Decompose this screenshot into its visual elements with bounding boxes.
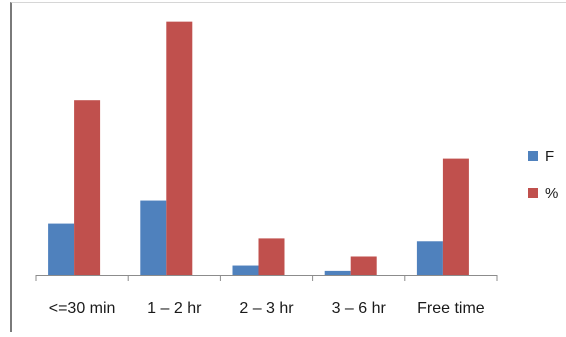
bar-percent-3 [350,256,377,275]
bar-percent-0 [74,100,101,275]
x-tick-label: 2 – 3 hr [239,300,294,317]
bar-f-1 [140,200,167,275]
bar-percent-2 [258,238,285,275]
x-tick-label: 3 – 6 hr [332,300,387,317]
x-ticks-layer [35,275,498,281]
x-tick-label: <=30 min [49,300,116,317]
bar-f-0 [48,223,75,275]
x-tick-label: 1 – 2 hr [147,300,202,317]
bar-percent-4 [442,158,469,275]
bar-percent-1 [166,21,193,276]
x-tick-label: Free time [417,300,485,317]
bars-layer [48,21,469,276]
chart-frame [10,2,566,332]
legend-swatch [528,151,538,161]
legend-label: % [545,185,558,202]
legend-label: F [545,148,554,165]
x-tick-labels: <=30 min 1 – 2 hr 2 – 3 hr 3 – 6 hr Free tim… [49,300,485,317]
legend: F% [528,148,558,202]
bar-f-3 [324,270,351,275]
legend-swatch [528,188,538,198]
bar-f-4 [416,241,443,275]
bar-f-2 [232,265,259,275]
